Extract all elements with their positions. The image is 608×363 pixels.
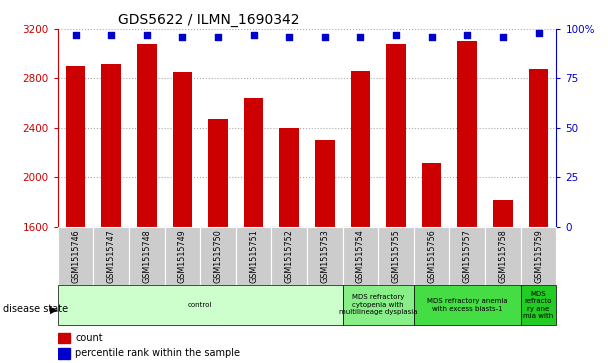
Text: GSM1515752: GSM1515752 — [285, 229, 294, 283]
Bar — [137, 44, 157, 227]
Bar — [58, 333, 70, 343]
Bar — [485, 227, 520, 285]
Point — [463, 32, 472, 38]
Bar — [236, 227, 271, 285]
Text: ▶: ▶ — [50, 304, 58, 314]
Text: GSM1515757: GSM1515757 — [463, 229, 472, 283]
Bar — [102, 64, 121, 227]
Bar — [173, 72, 192, 227]
Bar — [307, 227, 343, 285]
Bar — [58, 348, 70, 359]
Bar — [520, 285, 556, 325]
Text: GSM1515759: GSM1515759 — [534, 229, 543, 283]
Bar — [271, 227, 307, 285]
Bar — [457, 41, 477, 227]
Bar — [414, 285, 520, 325]
Point — [106, 32, 116, 38]
Bar — [58, 285, 343, 325]
Text: count: count — [75, 333, 103, 343]
Bar — [529, 69, 548, 227]
Bar — [414, 227, 449, 285]
Bar — [129, 227, 165, 285]
Bar — [386, 44, 406, 227]
Bar — [449, 227, 485, 285]
Bar — [280, 128, 299, 227]
Bar — [493, 200, 513, 227]
Text: GSM1515754: GSM1515754 — [356, 229, 365, 283]
Point — [142, 32, 151, 38]
Point — [71, 32, 80, 38]
Bar — [244, 98, 263, 227]
Bar — [351, 71, 370, 227]
Bar — [315, 140, 334, 227]
Text: GSM1515746: GSM1515746 — [71, 229, 80, 283]
Bar — [200, 227, 236, 285]
Bar — [343, 227, 378, 285]
Text: disease state: disease state — [3, 304, 68, 314]
Bar — [208, 119, 228, 227]
Text: GSM1515748: GSM1515748 — [142, 229, 151, 283]
Text: GDS5622 / ILMN_1690342: GDS5622 / ILMN_1690342 — [117, 13, 299, 26]
Bar — [165, 227, 200, 285]
Point — [534, 30, 544, 36]
Text: MDS refractory anemia
with excess blasts-1: MDS refractory anemia with excess blasts… — [427, 298, 508, 312]
Point — [498, 34, 508, 40]
Text: MDS refractory
cytopenia with
multilineage dysplasia: MDS refractory cytopenia with multilinea… — [339, 294, 418, 315]
Point — [391, 32, 401, 38]
Bar — [378, 227, 414, 285]
Text: GSM1515755: GSM1515755 — [392, 229, 401, 283]
Bar — [520, 227, 556, 285]
Text: GSM1515750: GSM1515750 — [213, 229, 223, 283]
Point — [285, 34, 294, 40]
Bar — [422, 163, 441, 227]
Text: GSM1515747: GSM1515747 — [106, 229, 116, 283]
Text: MDS
refracto
ry ane
mia with: MDS refracto ry ane mia with — [523, 291, 554, 319]
Point — [427, 34, 437, 40]
Text: GSM1515751: GSM1515751 — [249, 229, 258, 283]
Point — [178, 34, 187, 40]
Text: percentile rank within the sample: percentile rank within the sample — [75, 348, 240, 358]
Point — [249, 32, 258, 38]
Point — [356, 34, 365, 40]
Bar — [66, 66, 85, 227]
Point — [320, 34, 330, 40]
Point — [213, 34, 223, 40]
Bar — [58, 227, 94, 285]
Text: control: control — [188, 302, 212, 308]
Bar — [343, 285, 414, 325]
Bar — [94, 227, 129, 285]
Text: GSM1515756: GSM1515756 — [427, 229, 436, 283]
Text: GSM1515758: GSM1515758 — [499, 229, 508, 283]
Text: GSM1515749: GSM1515749 — [178, 229, 187, 283]
Text: GSM1515753: GSM1515753 — [320, 229, 330, 283]
